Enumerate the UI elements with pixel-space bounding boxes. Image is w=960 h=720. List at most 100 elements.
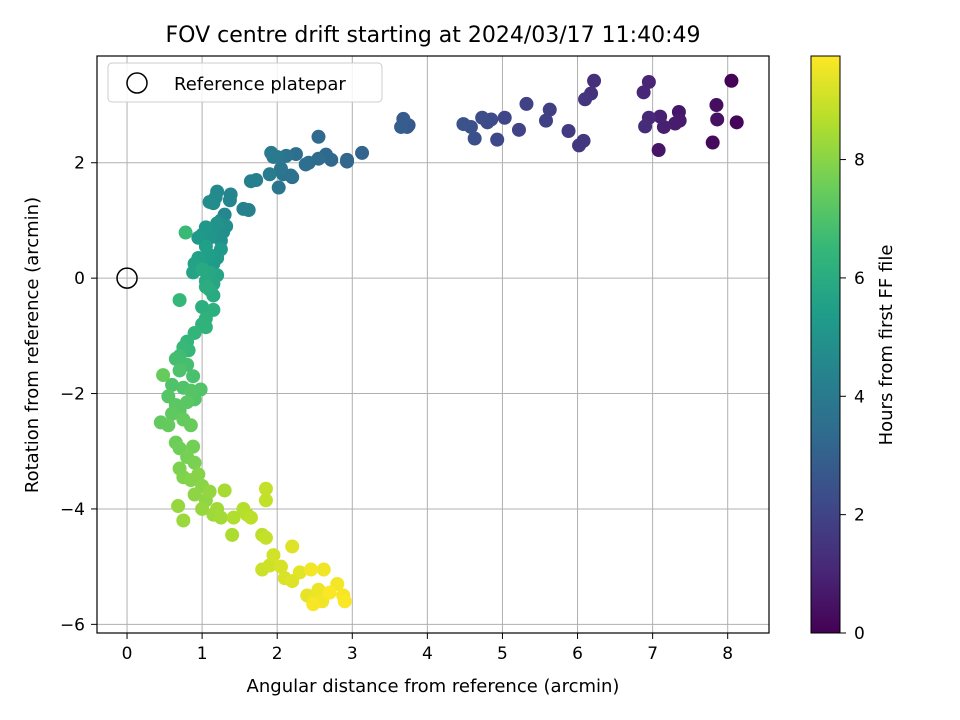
data-point [264,145,279,160]
data-point [322,585,337,600]
y-tick-label: 2 [74,154,85,174]
data-point [195,262,210,277]
legend-entry-reference: Reference platepar [174,74,346,95]
data-point [641,74,656,89]
data-point [217,483,232,498]
data-point [539,113,554,128]
data-point [705,135,720,150]
data-point [243,174,258,189]
data-point [156,368,171,383]
data-point [355,145,370,160]
grid-lines [97,56,769,633]
legend: Reference platepar [107,62,383,103]
data-point [497,110,512,125]
data-point [490,132,505,147]
data-point [724,73,739,88]
colorbar [810,55,841,634]
data-point [165,377,180,392]
legend-box [107,62,383,103]
x-tick-label: 6 [572,644,583,664]
x-tick-label: 0 [122,644,133,664]
x-tick-label: 1 [197,644,208,664]
data-point [467,131,482,146]
data-point [168,351,183,366]
plot-frame [96,55,770,634]
y-tick-label: −6 [60,615,85,635]
data-point [258,481,273,496]
data-point [262,167,277,182]
x-axis-ticks: 0 1 2 3 4 5 6 7 8 [122,633,733,664]
data-point [668,116,683,131]
data-point [172,293,187,308]
data-point [311,582,326,597]
data-point [394,119,409,134]
data-point [213,510,228,525]
data-point [191,467,206,482]
data-point [519,96,534,111]
data-point [337,594,352,609]
chart-title: FOV centre drift starting at 2024/03/17 … [166,23,701,48]
colorbar-label: Hours from first FF file [876,245,897,446]
y-tick-label: 0 [74,269,85,289]
data-point [271,180,286,195]
data-point [186,439,201,454]
data-point [258,530,273,545]
data-point [198,279,213,294]
legend-marker-icon [126,72,148,94]
x-axis-label: Angular distance from reference (arcmin) [247,676,620,697]
reference-platepar-marker [116,267,138,289]
data-point [729,115,744,130]
data-point [298,157,313,172]
x-tick-label: 2 [272,644,283,664]
data-point [653,109,668,124]
data-point [171,499,186,514]
data-point [243,510,258,525]
data-point [187,487,202,502]
data-point [165,406,180,421]
scatter-points [153,73,744,612]
data-point [292,565,307,580]
data-point [266,548,281,563]
data-point [561,124,576,139]
data-point [710,112,725,127]
data-point [572,138,587,153]
data-point [183,418,198,433]
data-point [198,320,213,335]
y-tick-label: −4 [60,500,85,520]
data-point [511,122,526,137]
data-point [178,225,193,240]
data-point [587,73,602,88]
data-point [187,455,202,470]
data-point [316,562,331,577]
data-point [258,493,273,508]
data-point [273,161,288,176]
x-tick-label: 3 [347,644,358,664]
data-point [456,117,471,132]
data-point [542,102,557,117]
colorbar-tick-label: 0 [854,624,865,644]
data-point [202,194,217,209]
data-point [202,484,217,499]
data-point [195,299,210,314]
y-axis-label: Rotation from reference (arcmin) [22,197,43,493]
data-point [172,363,187,378]
data-point [285,539,300,554]
data-point [198,239,213,254]
data-point [311,129,326,144]
data-point [303,562,318,577]
x-tick-label: 7 [647,644,658,664]
data-point [195,501,210,516]
data-point [222,193,237,208]
y-tick-label: −2 [60,385,85,405]
data-point [475,110,490,125]
data-point [236,201,251,216]
reference-marker [116,267,138,289]
data-point [176,513,191,528]
x-tick-label: 8 [722,644,733,664]
colorbar-tick-label: 8 [854,151,865,171]
data-point [306,597,321,612]
x-tick-label: 4 [422,644,433,664]
data-point [273,559,288,574]
data-point [636,85,651,100]
